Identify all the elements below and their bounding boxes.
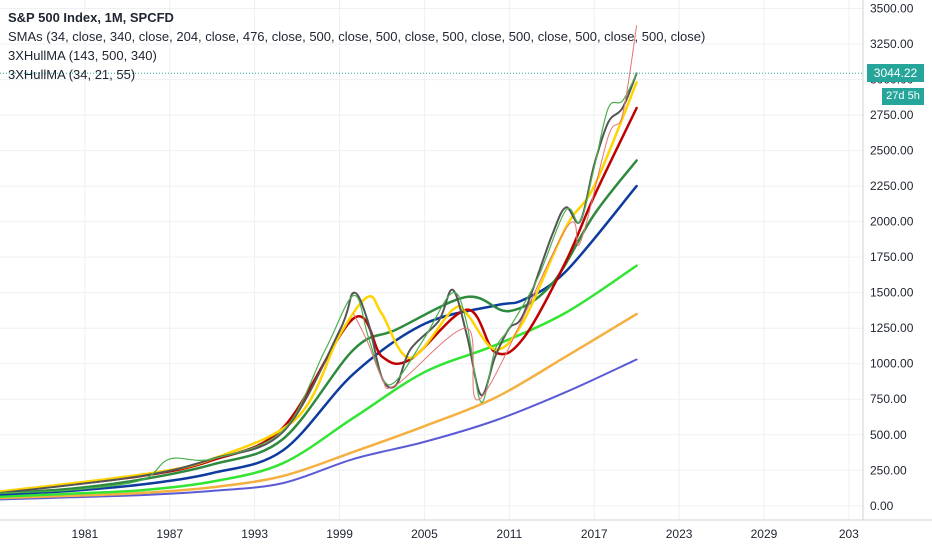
indicator-hullma-short[interactable]: 3XHullMA (34, 21, 55) bbox=[8, 67, 136, 82]
y-tick-label: 500.00 bbox=[870, 428, 907, 442]
y-tick-label: 2750.00 bbox=[870, 108, 914, 122]
chart-series bbox=[0, 25, 638, 501]
x-tick-label: 1993 bbox=[241, 527, 268, 541]
series-line-4 bbox=[0, 184, 638, 496]
series-line-2 bbox=[0, 312, 638, 500]
series-line-3 bbox=[0, 264, 638, 498]
indicator-hullma-long[interactable]: 3XHullMA (143, 500, 340) bbox=[8, 48, 157, 63]
symbol-title[interactable]: S&P 500 Index, 1M, SPCFD bbox=[8, 10, 174, 25]
x-tick-label: 2029 bbox=[751, 527, 778, 541]
y-tick-label: 2000.00 bbox=[870, 215, 914, 229]
x-tick-label: 2023 bbox=[666, 527, 693, 541]
series-line-10 bbox=[353, 25, 638, 401]
y-tick-label: 250.00 bbox=[870, 463, 907, 477]
x-tick-label: 1999 bbox=[326, 527, 353, 541]
indicator-smas[interactable]: SMAs (34, close, 340, close, 204, close,… bbox=[8, 29, 706, 44]
x-tick-label: 2005 bbox=[411, 527, 438, 541]
y-tick-label: 1000.00 bbox=[870, 357, 914, 371]
y-tick-label: 750.00 bbox=[870, 392, 907, 406]
series-line-7 bbox=[0, 81, 638, 493]
y-tick-label: 1500.00 bbox=[870, 286, 914, 300]
x-tick-label: 2011 bbox=[496, 527, 522, 541]
series-line-9 bbox=[0, 72, 638, 494]
bar-countdown-label: 27d 5h bbox=[882, 88, 924, 105]
x-tick-label: 203 bbox=[839, 527, 859, 541]
price-axis[interactable]: 0.00 250.00 500.00 750.00 1000.00 1250.00 1500… bbox=[870, 2, 914, 513]
y-tick-label: 1750.00 bbox=[870, 250, 914, 264]
series-line-1 bbox=[0, 358, 638, 501]
last-price-label: 3044.22 bbox=[867, 64, 924, 82]
y-tick-label: 2500.00 bbox=[870, 144, 914, 158]
y-tick-label: 3500.00 bbox=[870, 2, 914, 16]
time-axis[interactable]: 1981 1987 1993 1999 2005 2011 2017 2023 2029 203 bbox=[72, 527, 860, 541]
y-tick-label: 3250.00 bbox=[870, 37, 914, 51]
y-tick-label: 1250.00 bbox=[870, 321, 914, 335]
chart-grid bbox=[0, 0, 863, 520]
y-tick-label: 2250.00 bbox=[870, 179, 914, 193]
x-tick-label: 1981 bbox=[72, 527, 99, 541]
x-tick-label: 2017 bbox=[581, 527, 608, 541]
y-tick-label: 0.00 bbox=[870, 499, 894, 513]
x-tick-label: 1987 bbox=[156, 527, 183, 541]
chart-legend: S&P 500 Index, 1M, SPCFD SMAs (34, close… bbox=[8, 8, 705, 84]
